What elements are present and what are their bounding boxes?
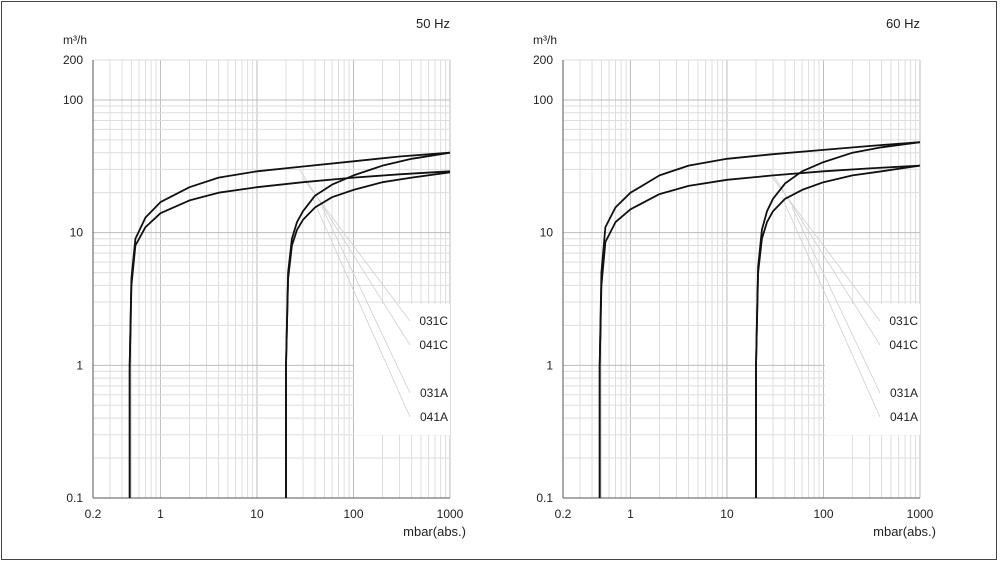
- x-tick-label: 1000: [907, 507, 934, 521]
- y-axis-label: m³/h: [533, 33, 557, 47]
- legend-leader-line: [321, 206, 411, 394]
- legend-label: 041A: [890, 410, 918, 424]
- legend-leader-line: [771, 176, 881, 322]
- legend-box: [825, 304, 920, 435]
- legend-leader-line: [311, 196, 411, 418]
- chart-panel-1: 0.2 1 10 100 1000 0.1 1 10 100 200 m³/h mbar(abs.) 5…: [63, 16, 466, 539]
- legend-label: 041A: [420, 410, 448, 424]
- x-tick-label: 100: [813, 507, 833, 521]
- legend-label: 031C: [889, 314, 918, 328]
- x-tick-label: 0.2: [555, 507, 572, 521]
- legend-label: 041C: [419, 338, 448, 352]
- series-line-041A: [755, 141, 921, 498]
- x-tick-label: 1: [157, 507, 164, 521]
- y-tick-label: 0.1: [66, 491, 83, 505]
- series-line-041C: [598, 141, 921, 498]
- legend-box: [354, 304, 450, 435]
- legend-label: 031A: [420, 386, 448, 400]
- legend-label: 031A: [890, 386, 918, 400]
- y-tick-label: 1: [546, 358, 553, 372]
- y-tick-label: 10: [70, 226, 84, 240]
- chart-title: 50 Hz: [416, 16, 450, 31]
- legend-leader-line: [301, 176, 411, 322]
- series-line-041C: [128, 151, 451, 498]
- grid: [562, 59, 921, 499]
- x-tick-label: 1000: [437, 507, 464, 521]
- y-tick-label: 200: [533, 53, 553, 67]
- y-tick-label: 100: [63, 93, 83, 107]
- legend-leader-line: [791, 206, 881, 394]
- y-tick-label: 1: [76, 358, 83, 372]
- y-tick-label: 200: [63, 53, 83, 67]
- legend-leader-line: [769, 169, 881, 346]
- x-axis-label: mbar(abs.): [873, 524, 936, 539]
- legend-leader-line: [781, 196, 881, 418]
- x-tick-label: 10: [720, 507, 734, 521]
- y-tick-label: 100: [533, 93, 553, 107]
- legend-leader-line: [299, 169, 411, 346]
- legend-label: 041C: [889, 338, 918, 352]
- legend-label: 031C: [419, 314, 448, 328]
- x-tick-label: 0.2: [85, 507, 102, 521]
- y-tick-label: 0.1: [536, 491, 553, 505]
- x-axis-label: mbar(abs.): [403, 524, 466, 539]
- y-axis-label: m³/h: [63, 33, 87, 47]
- chart-panel-2: 0.2 1 10 100 1000 0.1 1 10 100 200 m³/h mbar(abs.) 6…: [533, 16, 936, 539]
- x-tick-label: 10: [250, 507, 264, 521]
- series-line-041A: [285, 151, 451, 498]
- chart-title: 60 Hz: [886, 16, 920, 31]
- x-tick-label: 1: [627, 507, 634, 521]
- y-tick-label: 10: [540, 226, 554, 240]
- x-tick-label: 100: [343, 507, 363, 521]
